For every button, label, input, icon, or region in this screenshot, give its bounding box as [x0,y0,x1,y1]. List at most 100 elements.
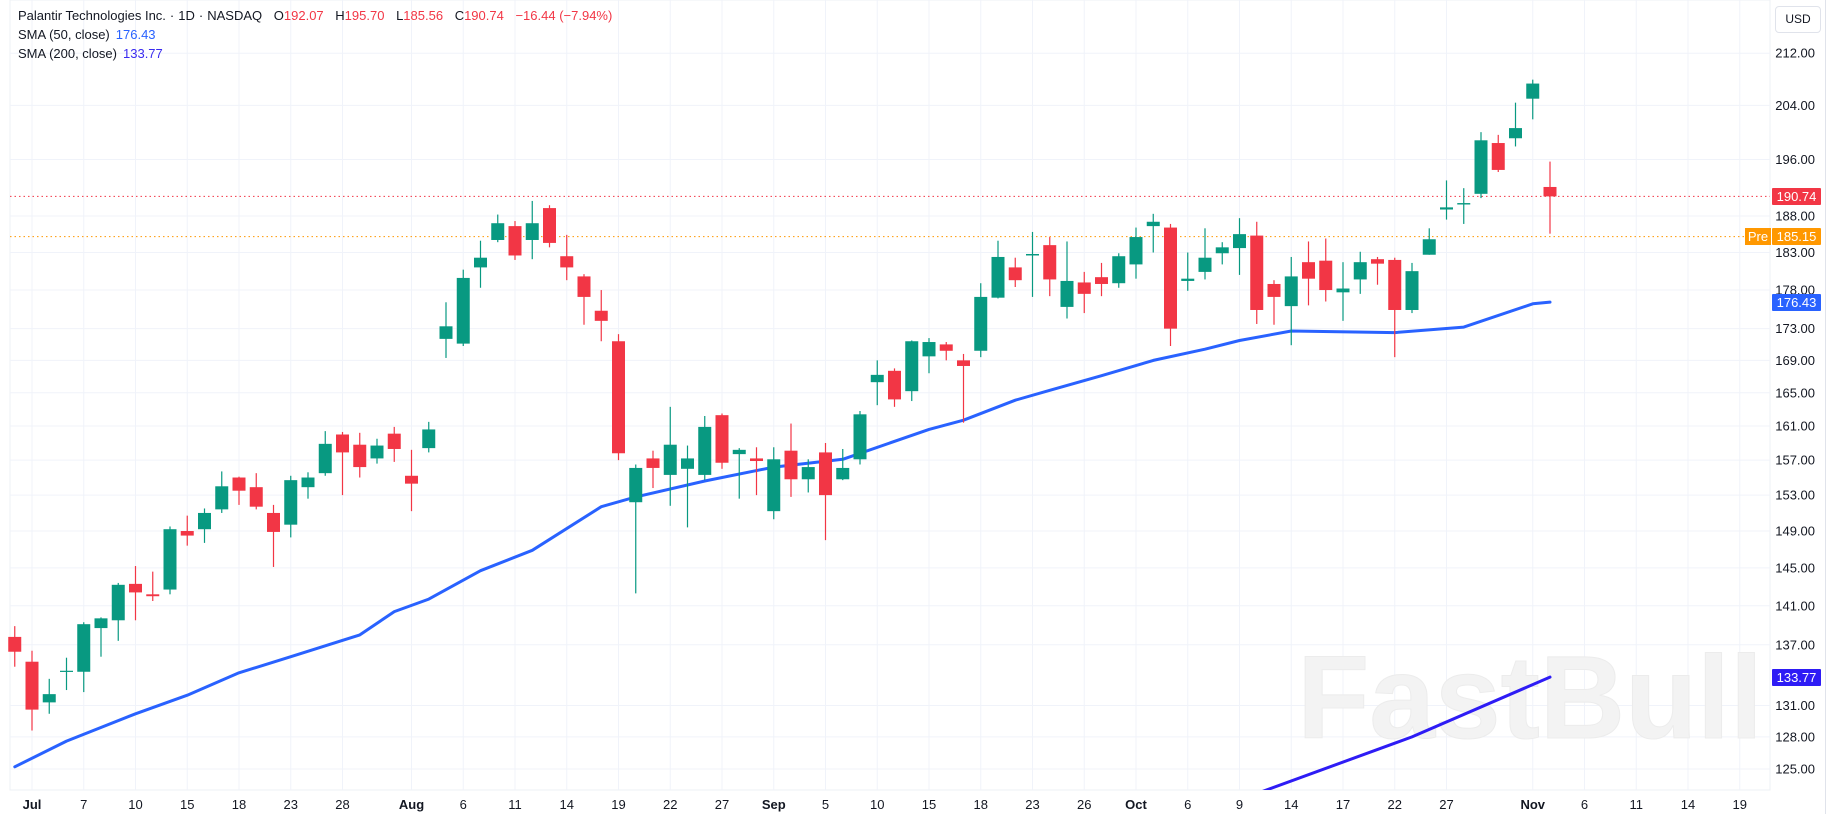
price-axis[interactable]: 212.00204.00196.00188.00183.00178.00173.… [1775,46,1815,777]
time-tick-label: Oct [1125,797,1147,812]
candle [180,515,194,546]
price-reference-lines [10,195,1770,238]
candle [750,447,763,496]
price-tick-label: 196.00 [1775,152,1815,167]
candle-body [1509,128,1522,139]
sma200-legend[interactable]: SMA (200, close) 133.77 [18,44,612,63]
last-price-label: 190.74 [1772,187,1821,205]
candles [8,79,1557,731]
candle-body [1474,140,1488,194]
symbol-name[interactable]: Palantir Technologies Inc. [18,8,166,23]
candle [42,678,56,714]
candle [267,504,280,567]
time-tick-label: 23 [1025,797,1039,812]
candle-body [1164,227,1177,329]
candle [1129,227,1143,279]
candle [1112,253,1126,288]
candle-body [129,583,142,593]
low-value: 185.56 [403,8,444,23]
candle-body [663,444,677,475]
candle [525,200,539,260]
candle [939,342,953,361]
candle [1043,237,1057,297]
time-tick-label: 17 [1336,797,1350,812]
price-tick-label: 204.00 [1775,98,1815,113]
candle [1198,228,1212,280]
time-tick-label: 5 [822,797,829,812]
candle [612,334,625,461]
symbol-row: Palantir Technologies Inc. · 1D · NASDAQ O19… [18,8,613,23]
candle-body [1112,256,1126,284]
time-axis[interactable]: Jul 7 10 15 18 23 28 Aug 6 11 14 19 22 27 Sep 5 10 15 18 23… [23,797,1747,812]
candle [1509,102,1522,147]
svg-text:FastBull: FastBull [1297,632,1763,764]
price-tick-label: 173.00 [1775,321,1815,336]
candle-body [1146,221,1160,227]
time-tick-label: Nov [1520,797,1545,812]
candle [1146,213,1160,253]
interval[interactable]: 1D [178,8,195,23]
candle-body [1353,262,1367,280]
candle-body [1491,143,1505,170]
candle-body [267,512,280,532]
candle [318,431,332,476]
candle [1233,218,1246,275]
plot-frame [9,0,1771,791]
exchange: NASDAQ [207,8,263,23]
candle-body [560,256,574,268]
candle-body [387,433,401,449]
candle-body [1284,276,1298,307]
candle-body [1077,282,1091,294]
price-tick-label: 125.00 [1775,762,1815,777]
price-axis-border [1825,0,1826,814]
candle [698,416,712,481]
candle [439,302,453,358]
sma50-legend[interactable]: SMA (50, close) 176.43 [18,25,612,44]
candle [1250,221,1264,324]
candle-body [491,223,505,240]
sma200-line [1262,675,1552,790]
candle-body [957,360,970,366]
candle [1422,228,1436,255]
candle [1008,257,1022,288]
candle [836,448,850,481]
candle-body [1267,283,1281,297]
candle-body [1250,235,1264,310]
candle [353,432,367,478]
time-tick-label: 18 [974,797,988,812]
price-tick-label: 188.00 [1775,208,1815,223]
time-tick-label: 15 [180,797,194,812]
sma200-value: 133.77 [123,46,163,61]
candle [1267,280,1281,325]
time-tick-label: 14 [560,797,574,812]
candle-body [370,445,384,459]
candle-body [543,208,556,243]
price-tick-label: 128.00 [1775,729,1815,744]
candle [1526,79,1540,120]
time-tick-label: 27 [715,797,729,812]
candle-body [1422,239,1436,255]
candle-body [336,434,349,453]
candle-body [301,477,315,488]
open-label: O [273,8,284,23]
candle-body [60,670,73,672]
time-tick-label: 7 [80,797,87,812]
currency-button[interactable]: USD [1775,6,1821,33]
candle [1077,271,1091,314]
premarket-tag: Pre [1745,228,1771,246]
close-value: 190.74 [464,8,504,23]
candle-body [888,370,901,400]
candle-body [1198,257,1212,272]
candle-body [1388,259,1402,310]
price-tick-label: 169.00 [1775,353,1815,368]
candle-body [525,223,539,240]
sma50-label: SMA (50, close) [18,27,110,42]
time-tick-label: 26 [1077,797,1091,812]
candle [301,472,315,499]
candle [594,290,608,342]
candle-body [1233,234,1246,249]
candle [456,269,470,346]
candle [508,221,522,260]
candle [870,360,884,406]
